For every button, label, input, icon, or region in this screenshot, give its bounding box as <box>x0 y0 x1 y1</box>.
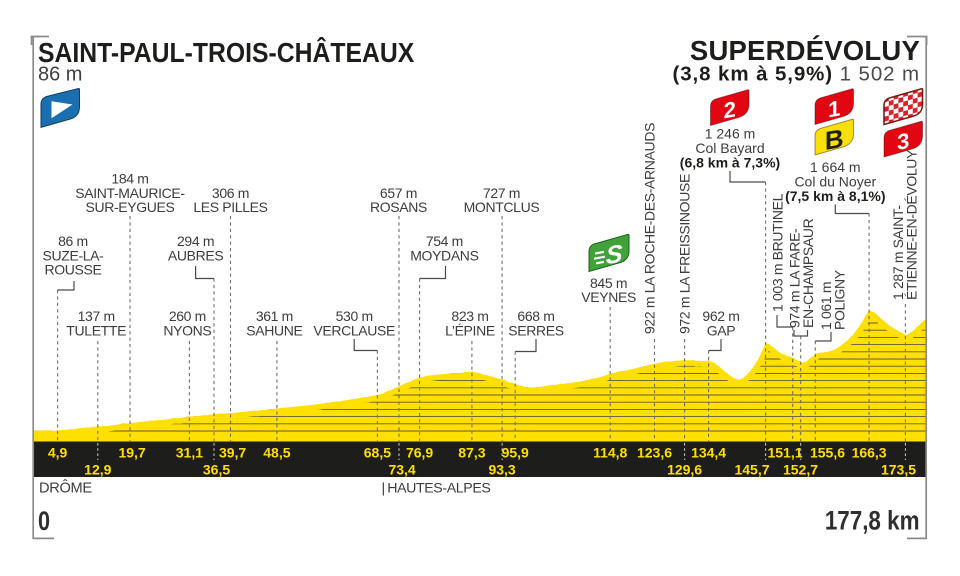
svg-text:36,5: 36,5 <box>203 462 230 478</box>
svg-text:POLIGNY: POLIGNY <box>832 269 848 330</box>
svg-text:87,3: 87,3 <box>458 445 485 461</box>
svg-text:306 m: 306 m <box>212 185 249 201</box>
svg-text:1: 1 <box>828 95 840 122</box>
svg-text:| HAUTES-ALPES: | HAUTES-ALPES <box>382 481 491 497</box>
svg-text:184 m: 184 m <box>111 171 148 187</box>
svg-text:155,6: 155,6 <box>810 445 845 461</box>
svg-text:76,9: 76,9 <box>406 445 433 461</box>
svg-text:962 m: 962 m <box>702 308 739 324</box>
svg-text:19,7: 19,7 <box>118 445 145 461</box>
svg-text:1 003 m BRUTINEL: 1 003 m BRUTINEL <box>770 193 786 312</box>
svg-text:4,9: 4,9 <box>48 445 68 461</box>
svg-text:31,1: 31,1 <box>176 445 203 461</box>
svg-text:ROUSSE: ROUSSE <box>44 262 101 278</box>
svg-text:152,7: 152,7 <box>783 462 818 478</box>
svg-text:68,5: 68,5 <box>364 445 391 461</box>
svg-text:SUPERDÉVOLUY: SUPERDÉVOLUY <box>690 35 920 66</box>
svg-text:LES PILLES: LES PILLES <box>193 199 267 215</box>
svg-text:123,6: 123,6 <box>637 445 672 461</box>
svg-text:DRÔME: DRÔME <box>39 480 92 497</box>
svg-text:754 m: 754 m <box>426 233 463 249</box>
svg-text:12,9: 12,9 <box>84 462 111 478</box>
svg-text:NYONS: NYONS <box>163 322 211 338</box>
svg-text:ÉTIENNE-EN-DÉVOLUY: ÉTIENNE-EN-DÉVOLUY <box>904 149 920 300</box>
svg-text:134,4: 134,4 <box>691 445 726 461</box>
svg-text:361 m: 361 m <box>256 308 293 324</box>
svg-text:TULETTE: TULETTE <box>66 322 126 338</box>
svg-text:166,3: 166,3 <box>852 445 887 461</box>
svg-text:AUBRES: AUBRES <box>168 247 223 263</box>
svg-text:VERCLAUSE: VERCLAUSE <box>313 322 395 338</box>
svg-text:GAP: GAP <box>707 322 736 338</box>
svg-text:SAINT-MAURICE-: SAINT-MAURICE- <box>75 185 185 201</box>
svg-text:73,4: 73,4 <box>388 462 415 478</box>
svg-text:Col Bayard: Col Bayard <box>695 140 764 156</box>
svg-text:151,1: 151,1 <box>767 445 802 461</box>
svg-text:MOYDANS: MOYDANS <box>410 247 478 263</box>
svg-text:SERRES: SERRES <box>508 322 563 338</box>
svg-text:VEYNES: VEYNES <box>581 289 636 305</box>
svg-text:S: S <box>606 240 623 271</box>
svg-text:294 m: 294 m <box>177 233 214 249</box>
svg-text:922 m LA ROCHE-DES-ARNAUDS: 922 m LA ROCHE-DES-ARNAUDS <box>642 123 658 334</box>
svg-text:530 m: 530 m <box>336 308 373 324</box>
svg-text:MONTCLUS: MONTCLUS <box>464 199 540 215</box>
svg-text:845 m: 845 m <box>590 275 627 291</box>
svg-text:SAHUNE: SAHUNE <box>246 322 302 338</box>
svg-text:(3,8 km à 5,9%) 1 502 m: (3,8 km à 5,9%) 1 502 m <box>673 63 920 86</box>
svg-text:260 m: 260 m <box>169 308 206 324</box>
svg-text:1 061 m: 1 061 m <box>818 282 834 330</box>
svg-text:1 287 m SAINT-: 1 287 m SAINT- <box>890 205 906 300</box>
svg-text:145,7: 145,7 <box>734 462 769 478</box>
svg-text:1 664 m: 1 664 m <box>810 159 861 175</box>
svg-text:L’ÉPINE: L’ÉPINE <box>445 322 495 338</box>
svg-text:(7,5 km à 8,1%): (7,5 km à 8,1%) <box>785 188 885 204</box>
svg-text:ROSANS: ROSANS <box>370 199 427 215</box>
svg-text:86 m: 86 m <box>38 64 82 86</box>
svg-text:3: 3 <box>897 128 909 155</box>
svg-text:137 m: 137 m <box>78 308 115 324</box>
svg-text:657 m: 657 m <box>380 185 417 201</box>
svg-text:974 m LA FARE-: 974 m LA FARE- <box>787 228 803 328</box>
svg-text:0: 0 <box>38 507 50 537</box>
svg-text:129,6: 129,6 <box>667 462 702 478</box>
svg-text:173,5: 173,5 <box>881 462 916 478</box>
svg-text:2: 2 <box>724 96 736 123</box>
svg-text:48,5: 48,5 <box>263 445 290 461</box>
svg-text:SUR-EYGUES: SUR-EYGUES <box>85 199 174 215</box>
svg-text:93,3: 93,3 <box>488 462 515 478</box>
svg-text:B: B <box>825 123 844 156</box>
svg-text:727 m: 727 m <box>483 185 520 201</box>
svg-text:972 m LA FREISSINOUSE: 972 m LA FREISSINOUSE <box>677 174 693 334</box>
svg-text:177,8 km: 177,8 km <box>825 507 920 536</box>
svg-text:(6,8 km à 7,3%): (6,8 km à 7,3%) <box>680 155 780 171</box>
svg-text:114,8: 114,8 <box>593 445 627 461</box>
svg-text:SAINT-PAUL-TROIS-CHÂTEAUX: SAINT-PAUL-TROIS-CHÂTEAUX <box>38 37 415 69</box>
svg-text:86 m: 86 m <box>58 233 88 249</box>
svg-text:Col du Noyer: Col du Noyer <box>794 173 876 189</box>
svg-text:EN-CHAMPSAUR: EN-CHAMPSAUR <box>800 218 816 328</box>
svg-text:668 m: 668 m <box>517 308 554 324</box>
svg-text:1 246 m: 1 246 m <box>705 126 756 142</box>
svg-text:823 m: 823 m <box>451 308 488 324</box>
svg-text:SUZE-LA-: SUZE-LA- <box>43 247 105 263</box>
svg-text:95,9: 95,9 <box>502 445 529 461</box>
svg-text:39,7: 39,7 <box>219 445 246 461</box>
